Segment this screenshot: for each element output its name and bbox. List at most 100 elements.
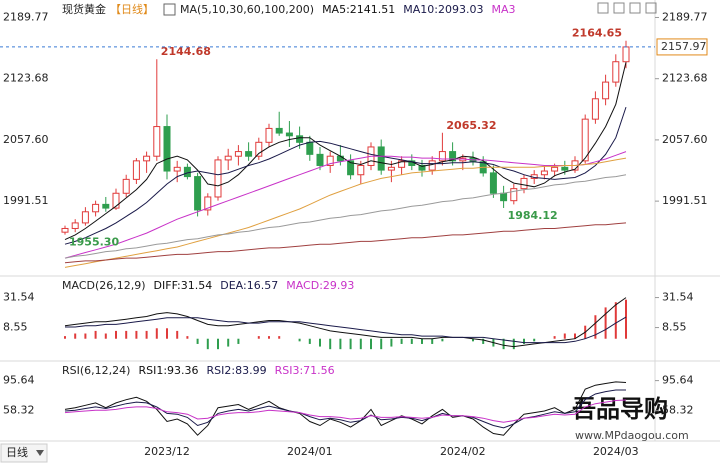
candle-body: [357, 164, 365, 176]
y-tick-label: 2123.68: [662, 72, 708, 85]
y-tick-label: 2189.77: [662, 10, 708, 23]
indicator-line: [65, 316, 627, 344]
candle-body: [173, 166, 181, 172]
price-annotation: 2164.65: [572, 27, 622, 40]
candle-body: [92, 203, 100, 213]
price-annotation: 1984.12: [508, 209, 558, 222]
legend-entry: DEA:16.57: [220, 279, 278, 292]
legend-entry: MACD:29.93: [286, 279, 354, 292]
candle-body: [275, 127, 283, 134]
settings-icon[interactable]: [597, 2, 609, 14]
y-tick-label: 2057.60: [662, 133, 708, 146]
candle-body: [377, 146, 385, 171]
last-price-box: [656, 38, 708, 56]
fullscreen-icon[interactable]: [629, 2, 641, 14]
candle-body: [71, 222, 79, 229]
instrument-title: 现货黄金: [62, 2, 106, 16]
candle-body: [489, 172, 497, 194]
candle-body: [296, 135, 304, 143]
period-label: 【日线】: [110, 2, 154, 16]
candle-body: [306, 141, 314, 155]
candle-body: [347, 160, 355, 176]
candle-body: [510, 188, 518, 202]
candle-body: [265, 127, 273, 143]
y-tick-label-left: 31.54: [3, 291, 35, 304]
y-tick-label: 31.54: [662, 291, 694, 304]
candle-body: [61, 227, 69, 233]
plot-area: [64, 381, 627, 436]
candle-body: [81, 211, 89, 224]
y-tick-label-left: 58.32: [3, 404, 35, 417]
ma-line: [64, 62, 627, 241]
indicator-icon[interactable]: [163, 3, 176, 16]
candle-body: [387, 166, 395, 171]
candle-body: [224, 155, 232, 161]
candle-body: [153, 126, 161, 157]
x-tick-label: 2024/02: [440, 445, 486, 458]
price-annotation: 1955.30: [69, 236, 119, 249]
watermark-logo: 吾品导购: [572, 395, 668, 423]
candle-body: [326, 155, 334, 166]
candle-body: [255, 141, 263, 157]
legend-entry: MA5:2141.51: [322, 3, 395, 16]
candle-body: [612, 61, 620, 83]
close-icon[interactable]: [645, 2, 657, 14]
price-annotation: 2144.68: [161, 45, 211, 58]
price-annotation: 2065.32: [446, 119, 496, 132]
period-button-label[interactable]: 日线: [6, 445, 28, 459]
candle-body: [551, 166, 559, 172]
ma-line: [64, 222, 627, 264]
legend-entry: MA(5,10,30,60,100,200): [180, 3, 314, 16]
legend-entry: DIFF:31.54: [154, 279, 213, 292]
legend-entry: RSI(6,12,24): [62, 364, 130, 377]
toolbar-icons: [597, 2, 657, 14]
candle-body: [214, 159, 222, 198]
candle-body: [561, 166, 569, 171]
candle-body: [398, 160, 406, 168]
candle-body: [112, 192, 120, 209]
candle-body: [418, 164, 426, 171]
candle-body: [163, 126, 171, 172]
candle-body: [336, 155, 344, 162]
candle-body: [183, 166, 191, 178]
candle-body: [285, 132, 293, 137]
candle-body: [194, 176, 202, 211]
indicator-line: [64, 389, 626, 429]
candle-body: [622, 46, 630, 63]
y-tick-label: 1991.51: [662, 194, 708, 207]
candle-body: [449, 151, 457, 162]
legend-entry: MA10:2093.03: [403, 3, 483, 16]
candle-body: [428, 160, 436, 171]
candle-body: [132, 160, 140, 180]
x-tick-label: 2023/12: [144, 445, 190, 458]
watermark-url: www.MPdaogou.com: [575, 429, 689, 442]
y-tick-label: 95.64: [662, 374, 694, 387]
candle-body: [500, 192, 508, 202]
plot-area: [61, 40, 630, 268]
dropdown-arrow: [36, 450, 44, 456]
candle-body: [438, 151, 446, 162]
ma-line: [64, 157, 627, 268]
period-button[interactable]: [0, 443, 48, 463]
legend-entry: RSI2:83.99: [207, 364, 267, 377]
y-tick-label-left: 8.55: [3, 321, 28, 334]
candle-body: [581, 118, 589, 162]
candle-body: [602, 81, 610, 100]
x-tick-label: 2024/03: [593, 445, 639, 458]
candle-body: [143, 155, 151, 162]
candle-body: [316, 153, 324, 166]
y-tick-label: 8.55: [662, 321, 687, 334]
y-tick-label-left: 2123.68: [3, 72, 49, 85]
y-tick-label: 58.32: [662, 404, 694, 417]
candle-body: [540, 170, 548, 176]
download-icon[interactable]: [613, 2, 625, 14]
candle-body: [204, 196, 212, 211]
candle-body: [102, 203, 110, 209]
y-tick-label-left: 95.64: [3, 374, 35, 387]
legend-entry: RSI3:71.56: [275, 364, 335, 377]
legend-entry: RSI1:93.36: [138, 364, 198, 377]
last-price-label: 2157.97: [661, 40, 707, 53]
legend-entry: MACD(26,12,9): [62, 279, 146, 292]
